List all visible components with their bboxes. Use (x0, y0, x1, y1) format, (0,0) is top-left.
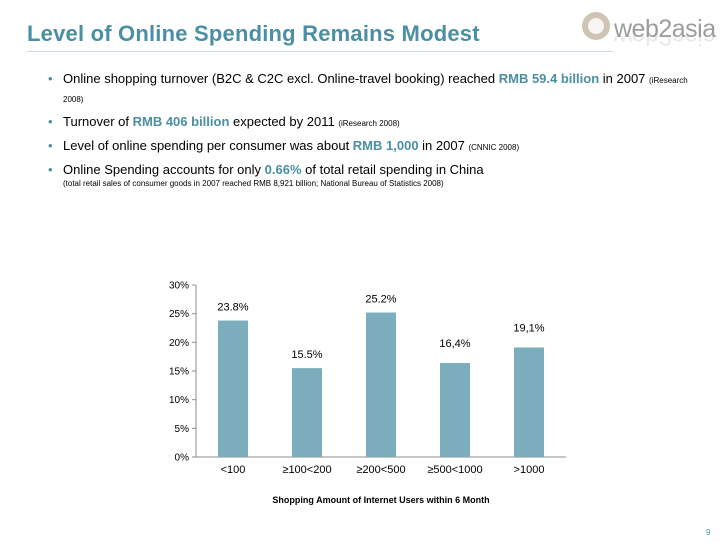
web2asia-logo: web2asia web2asia (576, 8, 716, 56)
x-axis-title: Shopping Amount of Internet Users within… (272, 495, 489, 505)
y-tick-label: 10% (169, 395, 189, 406)
data-label: 23.8% (217, 302, 248, 314)
bar-chart: 0% 5% 10% 15% 20% 25% 30% 23.8% <100 15.5% ≥100<20… (169, 281, 566, 505)
bullet-dot-icon: • (48, 162, 53, 177)
bullet-dot-icon: • (48, 114, 53, 129)
bullet-item: • Level of online spending per consumer … (48, 138, 520, 153)
chart-bar (366, 312, 396, 457)
page-number: 9 (706, 528, 711, 537)
highlight-value: RMB 59.4 billion (498, 71, 600, 86)
bullet-dot-icon: • (48, 138, 53, 153)
y-tick-label: 30% (169, 281, 189, 292)
logo-text: web2asia (614, 15, 716, 43)
bullet-item: • Online Spending accounts for only 0.66… (48, 161, 688, 189)
highlight-value: 0.66% (264, 162, 302, 177)
y-tick-label: 25% (169, 309, 189, 320)
source-citation: (iResearch 2008) (63, 76, 688, 104)
title-divider (27, 51, 613, 52)
slide-title: Level of Online Spending Remains Modest (27, 21, 480, 46)
bullet-list: • Online shopping turnover (B2C & C2C ex… (48, 70, 688, 194)
data-label: 19,1% (513, 322, 544, 334)
y-tick-label: 0% (175, 453, 190, 464)
x-tick-label: ≥200<500 (356, 464, 405, 476)
logo-mark-icon (582, 12, 610, 40)
y-tick-label: 20% (169, 338, 189, 349)
x-tick-label: >1000 (514, 464, 545, 476)
highlight-value: RMB 1,000 (352, 138, 419, 153)
source-citation: (iResearch 2008) (338, 119, 400, 128)
footnote-text: (total retail sales of consumer goods in… (63, 179, 444, 188)
chart-bar (514, 347, 544, 457)
data-label: 25.2% (365, 294, 396, 306)
data-label: 15.5% (291, 349, 322, 361)
x-tick-label: ≥500<1000 (427, 464, 482, 476)
bullet-dot-icon: • (48, 71, 53, 86)
logo-reflection: web2asia (614, 36, 716, 50)
bullet-item: • Turnover of RMB 406 billion expected b… (48, 114, 400, 129)
chart-bar (292, 368, 322, 457)
y-tick-label: 15% (169, 367, 189, 378)
y-tick-label: 5% (175, 424, 190, 435)
chart-bar (218, 320, 248, 457)
x-tick-label: ≥100<200 (282, 464, 331, 476)
highlight-value: RMB 406 billion (132, 114, 230, 129)
bullet-item: • Online shopping turnover (B2C & C2C ex… (48, 71, 688, 104)
x-tick-label: <100 (221, 464, 246, 476)
chart-bar (440, 362, 470, 457)
source-citation: (CNNIC 2008) (468, 143, 520, 152)
data-label: 16,4% (439, 338, 470, 350)
